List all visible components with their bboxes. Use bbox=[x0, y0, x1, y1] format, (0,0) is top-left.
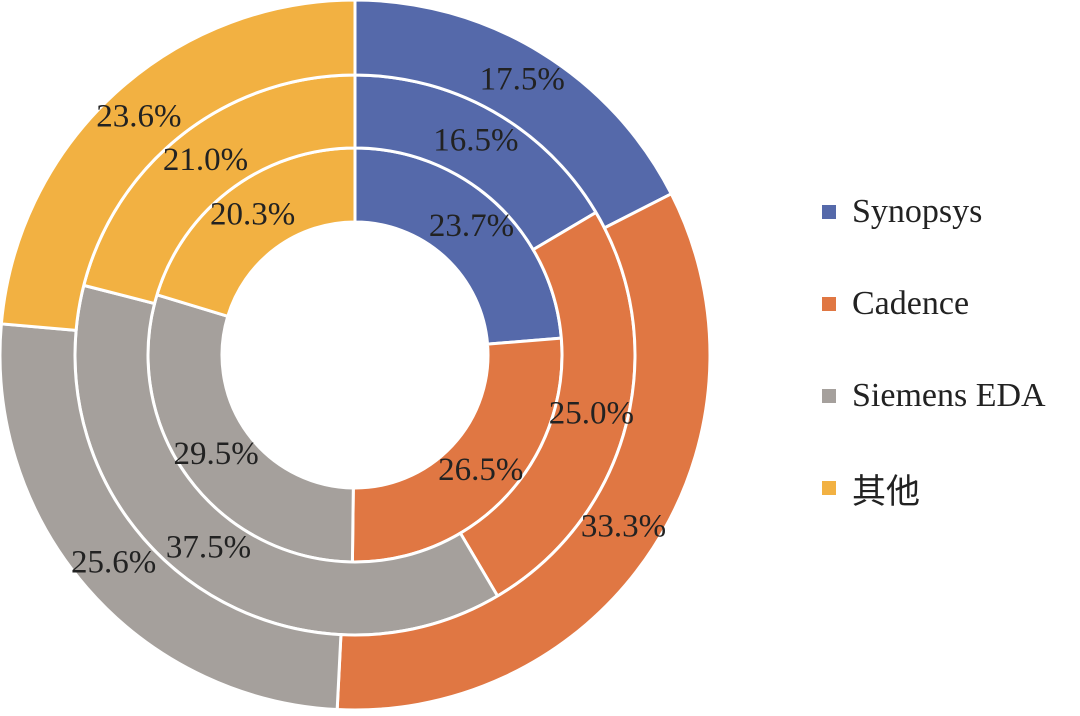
data-label-outer-cadence: 33.3% bbox=[581, 509, 666, 545]
legend-label-synopsys: Synopsys bbox=[852, 193, 983, 230]
legend-label-other: 其他 bbox=[852, 473, 920, 511]
legend-swatch-cadence bbox=[822, 297, 836, 311]
legend-swatch-synopsys bbox=[822, 205, 836, 219]
data-label-middle-synopsys: 16.5% bbox=[433, 123, 518, 159]
data-label-middle-cadence: 25.0% bbox=[549, 395, 634, 431]
data-label-inner-cadence: 26.5% bbox=[438, 452, 523, 488]
slice-outer-other[interactable] bbox=[0, 0, 357, 333]
data-label-outer-synopsys: 17.5% bbox=[480, 62, 565, 98]
data-label-middle-siemens-eda: 37.5% bbox=[166, 530, 251, 566]
legend-item-cadence[interactable]: Cadence bbox=[822, 280, 1046, 328]
donut-rings bbox=[0, 0, 712, 712]
slice-outer-cadence[interactable] bbox=[335, 191, 712, 712]
legend-item-synopsys[interactable]: Synopsys bbox=[822, 188, 1046, 236]
data-label-inner-synopsys: 23.7% bbox=[429, 208, 514, 244]
legend-label-cadence: Cadence bbox=[852, 285, 970, 322]
legend-swatch-other bbox=[822, 481, 836, 495]
data-label-inner-siemens-eda: 29.5% bbox=[174, 436, 259, 472]
data-label-middle-other: 21.0% bbox=[163, 142, 248, 178]
legend-label-siemens-eda: Siemens EDA bbox=[852, 377, 1046, 414]
chart-legend: Synopsys Cadence Siemens EDA 其他 bbox=[822, 188, 1046, 556]
legend-item-siemens-eda[interactable]: Siemens EDA bbox=[822, 372, 1046, 420]
data-label-inner-other: 20.3% bbox=[210, 196, 295, 232]
legend-item-other[interactable]: 其他 bbox=[822, 464, 1046, 512]
legend-swatch-siemens-eda bbox=[822, 389, 836, 403]
slice-labels: 23.7% 26.5% 29.5% 20.3% 16.5% 25.0% 37.5% 21.0%… bbox=[71, 62, 666, 581]
data-label-outer-other: 23.6% bbox=[96, 99, 181, 135]
data-label-outer-siemens-eda: 25.6% bbox=[71, 545, 156, 581]
